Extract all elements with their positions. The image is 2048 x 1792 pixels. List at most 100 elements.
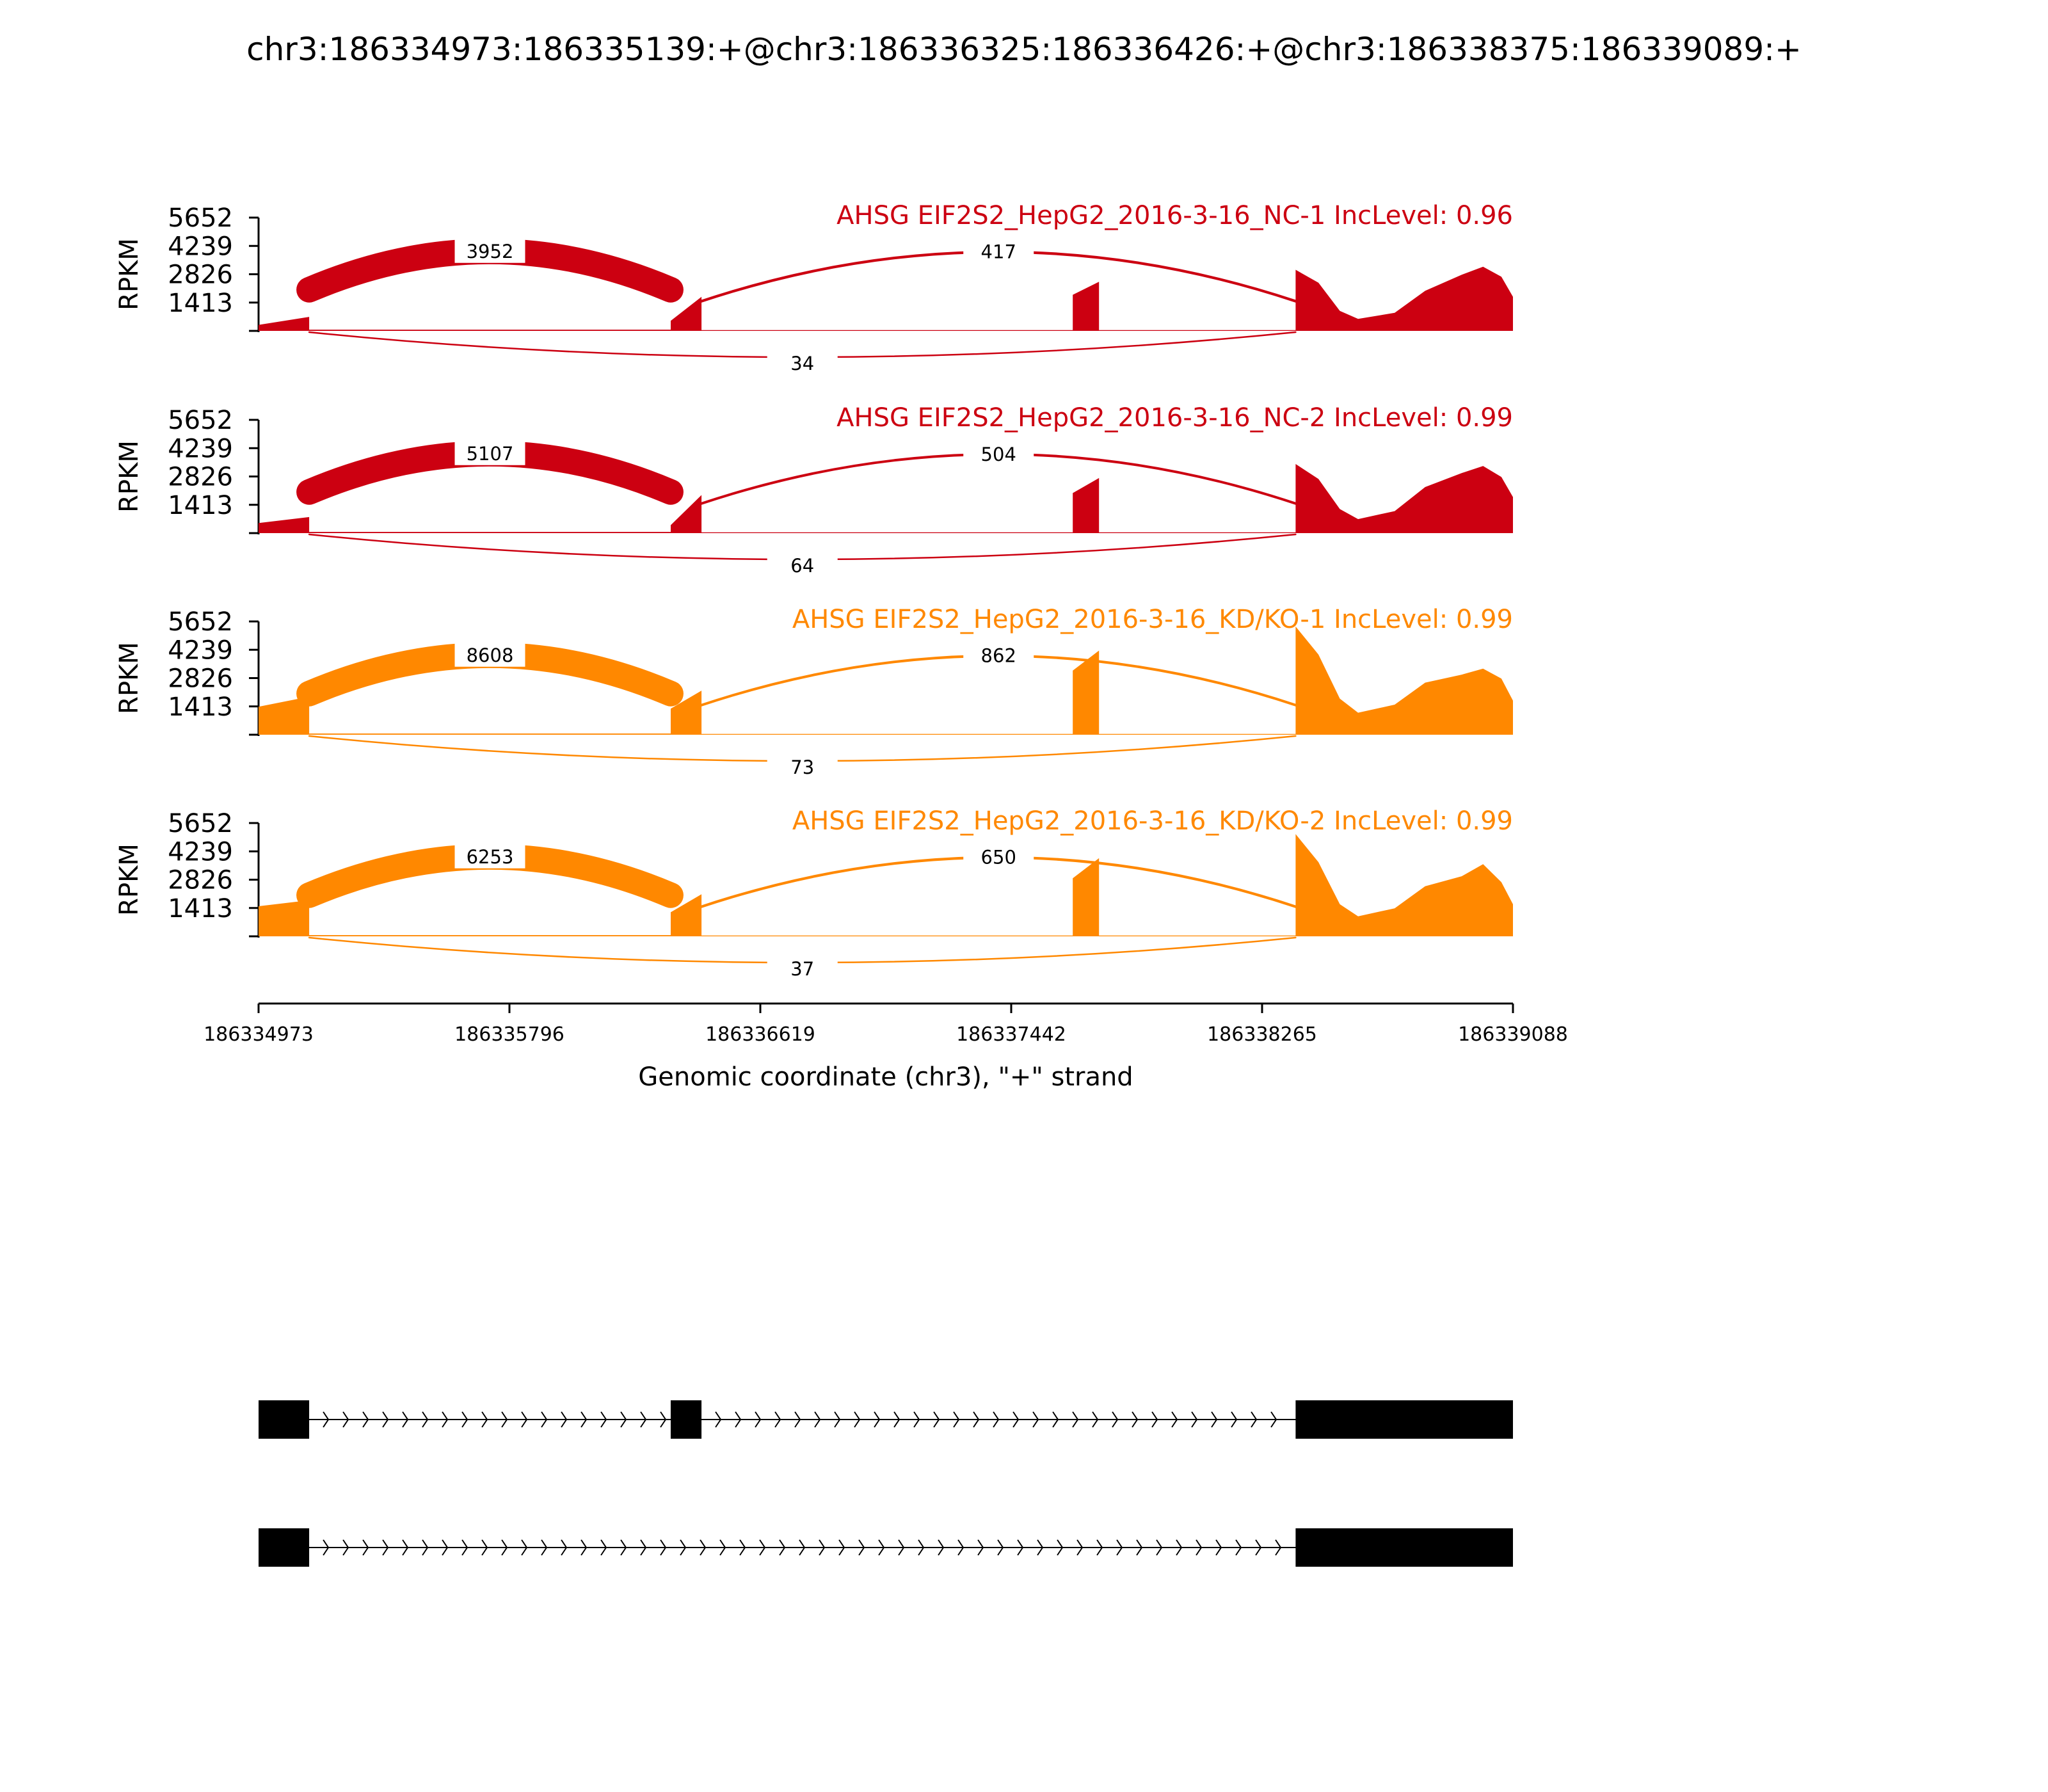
y-tick-label: 5652 — [168, 607, 233, 637]
main-title: chr3:186334973:186335139:+@chr3:18633632… — [246, 31, 1802, 68]
junction-count-bg — [454, 237, 525, 263]
strand-arrow-icon — [362, 1411, 369, 1428]
strand-arrow-icon — [481, 1539, 488, 1556]
junction-count: 862 — [981, 645, 1016, 667]
junction-count: 37 — [790, 958, 814, 980]
junction-count: 34 — [790, 353, 814, 374]
strand-arrow-icon — [977, 1539, 984, 1556]
exon-block — [1295, 1528, 1513, 1567]
strand-arrow-icon — [1096, 1539, 1103, 1556]
x-axis: 186334973 186335796 186336619 186337442 1863… — [204, 1002, 1568, 1092]
strand-arrow-icon — [858, 1539, 865, 1556]
strand-arrow-icon — [1032, 1411, 1039, 1428]
x-tick-label: 186338265 — [1207, 1023, 1317, 1046]
strand-arrow-icon — [874, 1411, 881, 1428]
strand-arrow-icon — [323, 1539, 330, 1556]
strand-arrow-icon — [933, 1411, 940, 1428]
strand-arrow-icon — [957, 1539, 964, 1556]
isoform-skipping — [259, 1528, 1513, 1567]
strand-arrow-icon — [501, 1539, 508, 1556]
strand-arrow-icon — [1191, 1411, 1198, 1428]
strand-arrow-icon — [993, 1411, 1000, 1428]
strand-arrow-icon — [1275, 1539, 1282, 1556]
junction-count-bg — [454, 641, 525, 667]
junction-count-bg — [454, 842, 525, 868]
strand-arrow-icon — [1196, 1539, 1203, 1556]
y-tick-label: 1413 — [168, 289, 233, 318]
strand-arrow-icon — [402, 1411, 409, 1428]
y-tick-label: 1413 — [168, 894, 233, 924]
y-tick-label: 5652 — [168, 809, 233, 838]
y-tick-label: 4239 — [168, 636, 233, 665]
strand-arrow-icon — [561, 1411, 568, 1428]
strand-arrow-icon — [834, 1411, 841, 1428]
junction-count: 73 — [790, 756, 814, 778]
strand-arrow-icon — [1156, 1539, 1163, 1556]
y-tick-label: 5652 — [168, 406, 233, 435]
strand-arrow-icon — [893, 1411, 900, 1428]
strand-arrow-icon — [918, 1539, 925, 1556]
strand-arrow-icon — [938, 1539, 945, 1556]
y-tick-label: 2826 — [168, 866, 233, 895]
strand-arrow-icon — [814, 1411, 821, 1428]
strand-arrow-icon — [442, 1539, 449, 1556]
junction-count-bg — [963, 237, 1034, 264]
junction-count-bg — [454, 439, 525, 465]
strand-arrow-icon — [1270, 1411, 1277, 1428]
strand-arrow-icon — [838, 1539, 845, 1556]
strand-arrow-icon — [580, 1539, 588, 1556]
junction-count-bg — [963, 440, 1034, 466]
strand-arrow-icon — [640, 1539, 647, 1556]
strand-arrow-icon — [819, 1539, 826, 1556]
strand-arrow-icon — [541, 1539, 548, 1556]
strand-arrow-icon — [1235, 1539, 1242, 1556]
strand-arrow-icon — [755, 1411, 762, 1428]
y-tick-label: 2826 — [168, 664, 233, 694]
strand-arrow-icon — [1092, 1411, 1099, 1428]
strand-arrow-icon — [342, 1539, 349, 1556]
junction-count-bg — [963, 843, 1034, 869]
strand-arrow-icon — [620, 1539, 627, 1556]
strand-arrow-icon — [759, 1539, 766, 1556]
exon-block — [670, 1400, 702, 1439]
strand-arrow-icon — [913, 1411, 920, 1428]
strand-arrow-icon — [1171, 1411, 1178, 1428]
strand-arrow-icon — [660, 1539, 667, 1556]
junction-count: 64 — [790, 555, 814, 577]
junction-count: 8608 — [467, 644, 514, 666]
strand-arrow-icon — [779, 1539, 786, 1556]
coverage-area — [259, 834, 1513, 936]
strand-arrow-icon — [461, 1539, 468, 1556]
strand-arrow-icon — [794, 1411, 801, 1428]
strand-arrow-icon — [739, 1539, 746, 1556]
strand-arrow-icon — [997, 1539, 1004, 1556]
rpkm-axis-label: RPKM — [115, 844, 144, 916]
strand-arrow-icon — [422, 1411, 429, 1428]
strand-arrow-icon — [362, 1539, 369, 1556]
strand-arrow-icon — [1211, 1411, 1218, 1428]
strand-arrow-icon — [1112, 1411, 1119, 1428]
isoform-models — [259, 1400, 1513, 1567]
strand-arrow-icon — [422, 1539, 429, 1556]
rpkm-axis-label: RPKM — [115, 642, 144, 714]
y-tick-label: 2826 — [168, 463, 233, 492]
strand-arrow-icon — [973, 1411, 980, 1428]
x-axis-label: Genomic coordinate (chr3), "+" strand — [638, 1062, 1133, 1092]
strand-arrow-icon — [1057, 1539, 1064, 1556]
strand-arrow-icon — [1012, 1411, 1020, 1428]
strand-arrow-icon — [461, 1411, 468, 1428]
strand-arrow-icon — [715, 1411, 722, 1428]
y-tick-label: 1413 — [168, 692, 233, 722]
coverage-area — [259, 626, 1513, 735]
strand-arrow-icon — [1072, 1411, 1079, 1428]
y-tick-label: 5652 — [168, 204, 233, 233]
y-tick-label: 2826 — [168, 260, 233, 290]
strand-arrow-icon — [580, 1411, 588, 1428]
junction-count-bg — [767, 552, 838, 577]
junction-count: 3952 — [467, 241, 514, 262]
track-title: AHSG EIF2S2_HepG2_2016-3-16_KD/KO-1 IncL… — [792, 605, 1513, 634]
